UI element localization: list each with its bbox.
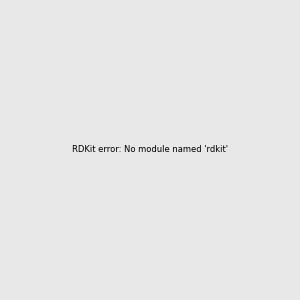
Text: RDKit error: No module named 'rdkit': RDKit error: No module named 'rdkit' bbox=[72, 146, 228, 154]
